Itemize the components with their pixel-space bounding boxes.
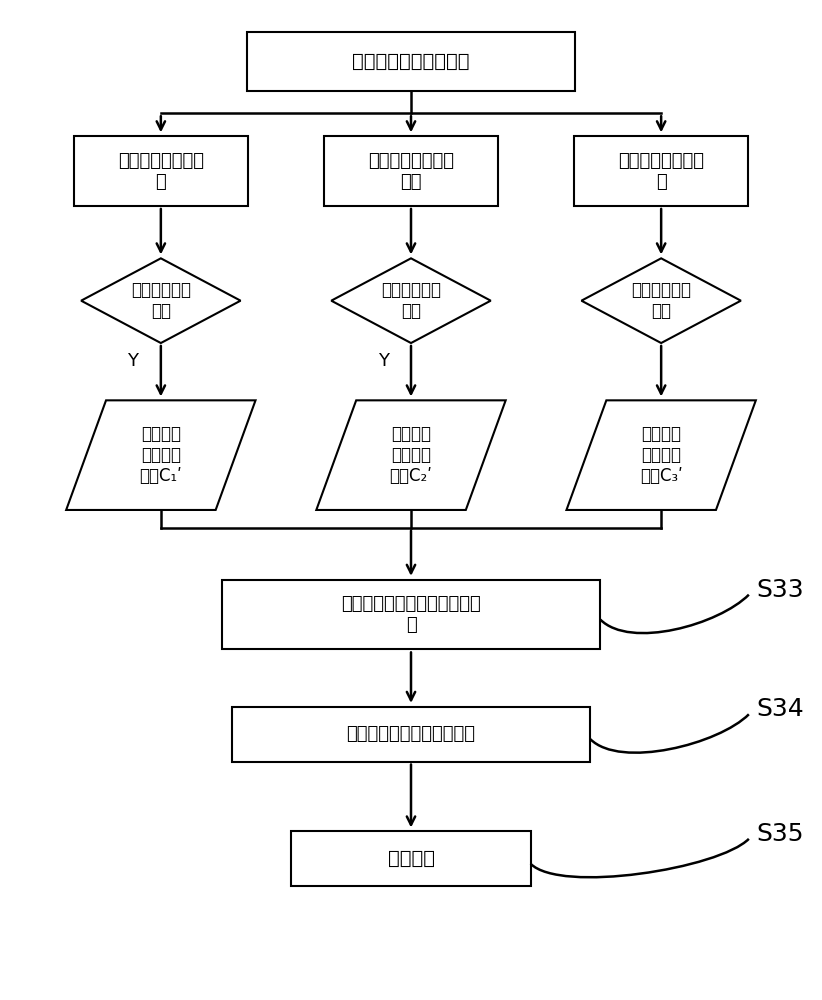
Polygon shape [66, 400, 256, 510]
Polygon shape [292, 831, 530, 886]
Text: 第一预设相关
系数: 第一预设相关 系数 [131, 281, 191, 320]
Polygon shape [324, 136, 498, 206]
Polygon shape [222, 580, 600, 649]
Text: 第二强相
关参数对
集合C₂ʹ: 第二强相 关参数对 集合C₂ʹ [390, 425, 432, 485]
Text: 第二强相
关参数对
集合C₃ʹ: 第二强相 关参数对 集合C₃ʹ [640, 425, 682, 485]
Polygon shape [74, 136, 248, 206]
Text: 第三敏感参数并集集合: 第三敏感参数并集集合 [353, 52, 469, 71]
Text: 斯皮尔曼相关系数
算法: 斯皮尔曼相关系数 算法 [368, 152, 454, 191]
Text: 肯德尔相关系数算
法: 肯德尔相关系数算 法 [618, 152, 704, 191]
Polygon shape [566, 400, 756, 510]
Polygon shape [232, 707, 590, 762]
Polygon shape [331, 258, 491, 343]
Polygon shape [81, 258, 241, 343]
Text: S33: S33 [757, 578, 805, 602]
Text: S35: S35 [757, 822, 805, 846]
Text: 得到第四敏感参数并集集合: 得到第四敏感参数并集集合 [347, 725, 475, 743]
Text: 第三预设相关
系数: 第三预设相关 系数 [631, 281, 691, 320]
Polygon shape [316, 400, 506, 510]
Polygon shape [581, 258, 741, 343]
Text: S34: S34 [757, 697, 805, 721]
Text: 得到第二强相关参数对交集集
合: 得到第二强相关参数对交集集 合 [341, 595, 481, 634]
Text: Y: Y [127, 352, 138, 370]
Text: 第二预设相关
系数: 第二预设相关 系数 [381, 281, 441, 320]
Text: 皮尔森相关系数算
法: 皮尔森相关系数算 法 [118, 152, 204, 191]
Polygon shape [247, 32, 575, 91]
Text: Y: Y [377, 352, 389, 370]
Polygon shape [574, 136, 748, 206]
Text: 模型训练: 模型训练 [387, 849, 435, 868]
Text: 第二强相
关参数对
集合C₁ʹ: 第二强相 关参数对 集合C₁ʹ [140, 425, 182, 485]
